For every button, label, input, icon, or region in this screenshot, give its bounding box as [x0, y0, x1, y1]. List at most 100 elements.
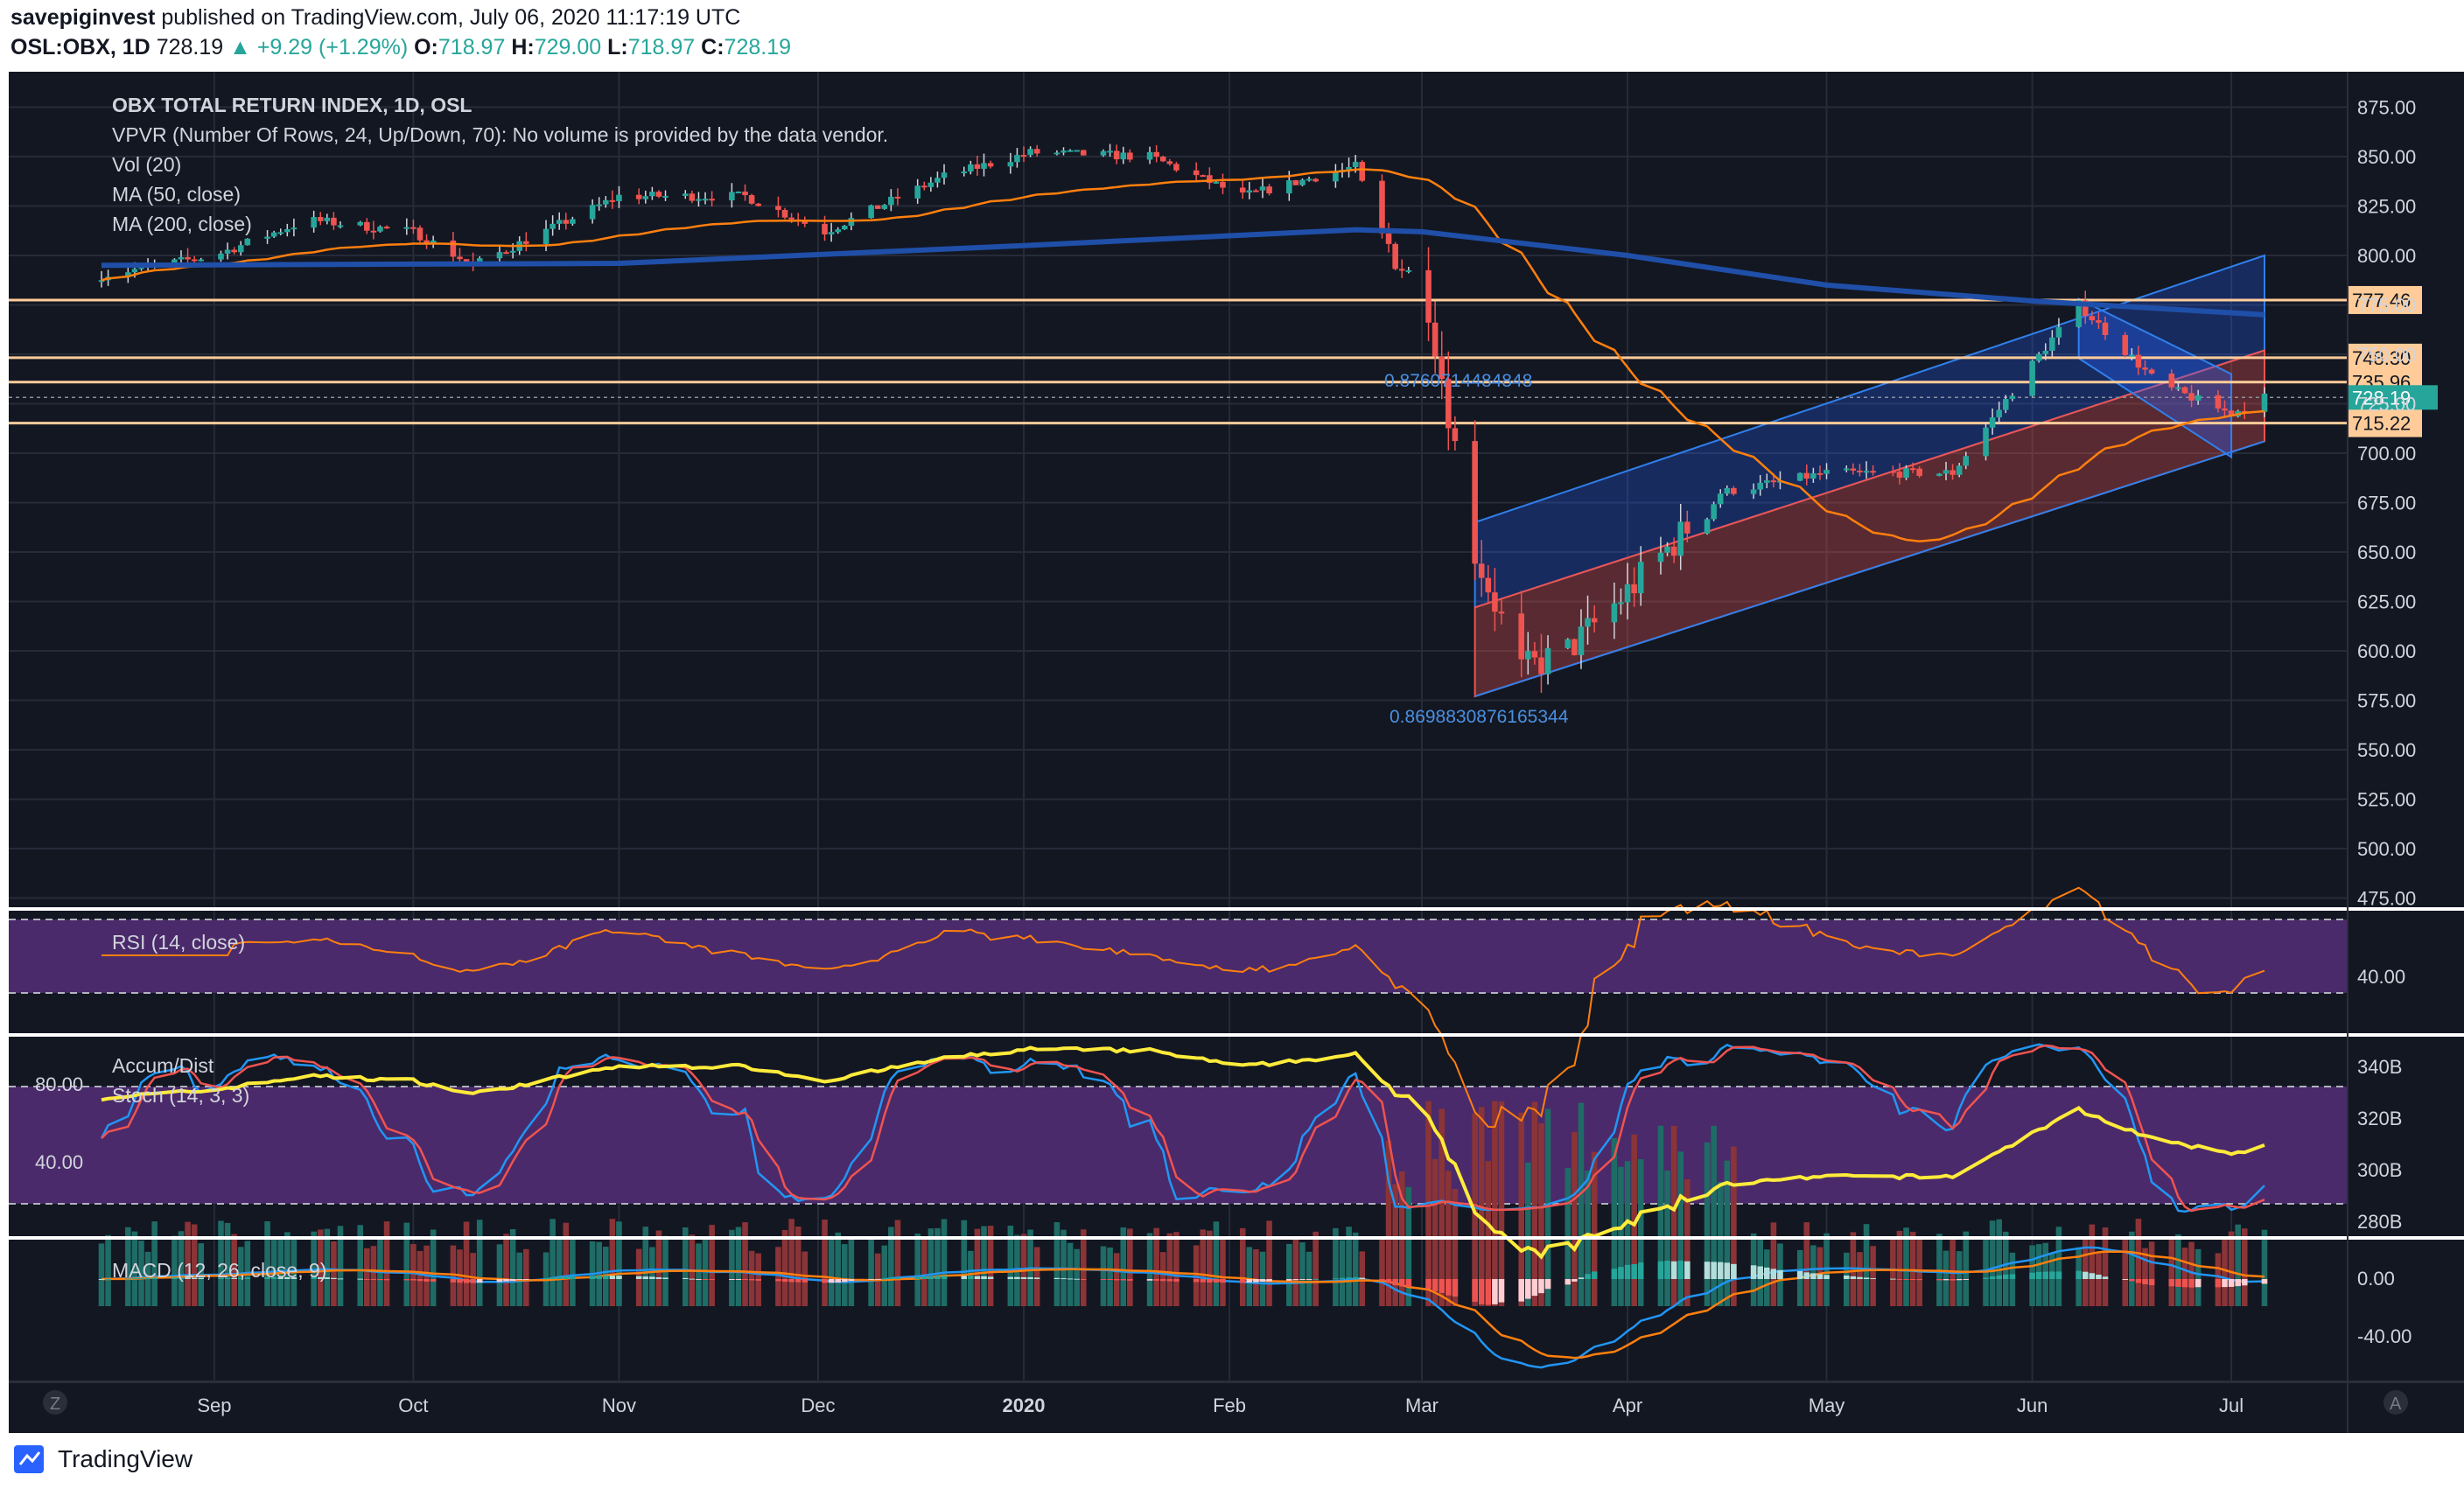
volume-bar [1100, 1246, 1107, 1306]
time-axis-separator [9, 1381, 2464, 1383]
tradingview-brand[interactable]: TradingView [58, 1445, 193, 1472]
volume-bar [748, 1250, 755, 1306]
macd-hist-bar [131, 1278, 138, 1280]
volume-bar [1153, 1227, 1159, 1306]
pane-separator-macd[interactable] [9, 1236, 2464, 1240]
macd-hist-bar [934, 1276, 941, 1279]
candle-body [1120, 152, 1127, 160]
volume-bar [974, 1228, 981, 1306]
macd-hist-bar [2096, 1275, 2102, 1279]
macd-hist-bar [1863, 1277, 1870, 1279]
macd-hist-bar [191, 1277, 198, 1279]
macd-hist-bar [1890, 1278, 1896, 1280]
candle-body [1193, 170, 1200, 176]
log-scale-button[interactable] [43, 1390, 67, 1415]
candle-body [496, 252, 503, 259]
macd-hist-bar [1903, 1279, 1909, 1280]
volume-bar [1266, 1220, 1272, 1306]
candle-body [172, 259, 178, 264]
pane-separator-stoch[interactable] [9, 1033, 2464, 1037]
macd-hist-bar [1657, 1261, 1664, 1279]
volume-bar [729, 1229, 735, 1306]
macd-hist-bar [1724, 1262, 1731, 1279]
price-axis-tick-label: 675.00 [2357, 493, 2416, 514]
volume-bar [1385, 1140, 1392, 1306]
volume-bar [1067, 1242, 1074, 1306]
legend-ma200: MA (200, close) [112, 213, 252, 235]
macd-hist-bar [317, 1276, 324, 1279]
legend-ma50: MA (50, close) [112, 183, 241, 206]
macd-hist-bar [178, 1277, 185, 1279]
pane-separator-rsi[interactable] [9, 907, 2464, 911]
publisher-name[interactable]: savepiginvest [10, 5, 156, 30]
candle-body [1286, 180, 1292, 194]
price-axis-tick-label: 775.00 [2357, 295, 2416, 317]
macd-hist-bar [357, 1278, 364, 1280]
candle-body [961, 171, 968, 174]
tradingview-logo-icon[interactable] [12, 1442, 52, 1477]
candle-body [2181, 387, 2188, 394]
time-axis-tick-label: Nov [602, 1395, 636, 1416]
candle-body [662, 195, 668, 198]
accum-dist-label: Accum/Dist [112, 1054, 214, 1077]
macd-hist-bar [172, 1277, 178, 1279]
macd-hist-bar [2129, 1279, 2135, 1282]
candle-body [463, 259, 470, 262]
price-axis[interactable]: 875.00 850.00 825.00 800.00 775.00 750.00 725.… [2357, 97, 2416, 1348]
candle-body [1657, 552, 1664, 563]
candle-body [1724, 487, 1731, 494]
candle-body [244, 238, 251, 246]
time-axis[interactable]: Sep Oct Nov Dec 2020 Feb Mar Apr May Jun Jul [197, 1395, 2244, 1416]
candle-body [1239, 187, 1246, 193]
macd-hist-bar [1578, 1277, 1585, 1279]
candle-body [635, 194, 642, 199]
macd-hist-bar [635, 1276, 642, 1279]
macd-hist-bar [284, 1276, 290, 1279]
macd-hist-bar [1485, 1279, 1492, 1305]
macd-hist-bar [941, 1276, 948, 1279]
volume-bar [775, 1247, 781, 1306]
macd-hist-bar [1618, 1267, 1624, 1279]
volume-bar [1146, 1233, 1153, 1306]
candle-body [1153, 151, 1159, 157]
macd-hist-bar [1107, 1279, 1113, 1280]
macd-hist-bar [2215, 1279, 2222, 1288]
time-axis-tick-label: Jul [2219, 1395, 2244, 1416]
volume-bar [1677, 1151, 1684, 1306]
macd-hist-bar [2175, 1279, 2181, 1287]
volume-bar [1246, 1247, 1253, 1306]
macd-hist-bar [1803, 1272, 1810, 1279]
candle-body [1060, 150, 1067, 153]
volume-bar [237, 1247, 244, 1306]
volume-bar [1007, 1225, 1014, 1306]
candle-body [802, 220, 808, 224]
candle-body [131, 269, 138, 273]
candle-body [616, 194, 622, 201]
candle-body [1518, 613, 1525, 660]
price-axis-tick-label: 875.00 [2357, 97, 2416, 119]
volume-bar [476, 1220, 483, 1306]
macd-hist-bar [1339, 1277, 1346, 1279]
auto-scale-button[interactable] [2384, 1390, 2408, 1415]
volume-bar [1492, 1101, 1498, 1306]
volume-bar [1333, 1227, 1339, 1306]
volume-bar [218, 1220, 224, 1306]
macd-hist-bar [894, 1277, 901, 1279]
candle-body [550, 223, 556, 229]
macd-hist-bar [244, 1277, 251, 1279]
volume-bar [914, 1234, 920, 1306]
macd-hist-bar [1942, 1279, 1950, 1281]
volume-bar [503, 1234, 509, 1306]
candle-body [2035, 353, 2042, 361]
macd-hist-bar [1757, 1266, 1763, 1279]
candle-body [1425, 269, 1432, 323]
candle-body [1392, 243, 1398, 269]
volume-bar [1306, 1251, 1312, 1306]
macd-hist-bar [1438, 1279, 1446, 1293]
candle-body [941, 172, 948, 178]
candle-body [1950, 470, 1956, 475]
macd-hist-bar [1763, 1267, 1770, 1279]
volume-bar [496, 1244, 503, 1306]
candle-body [290, 227, 298, 230]
